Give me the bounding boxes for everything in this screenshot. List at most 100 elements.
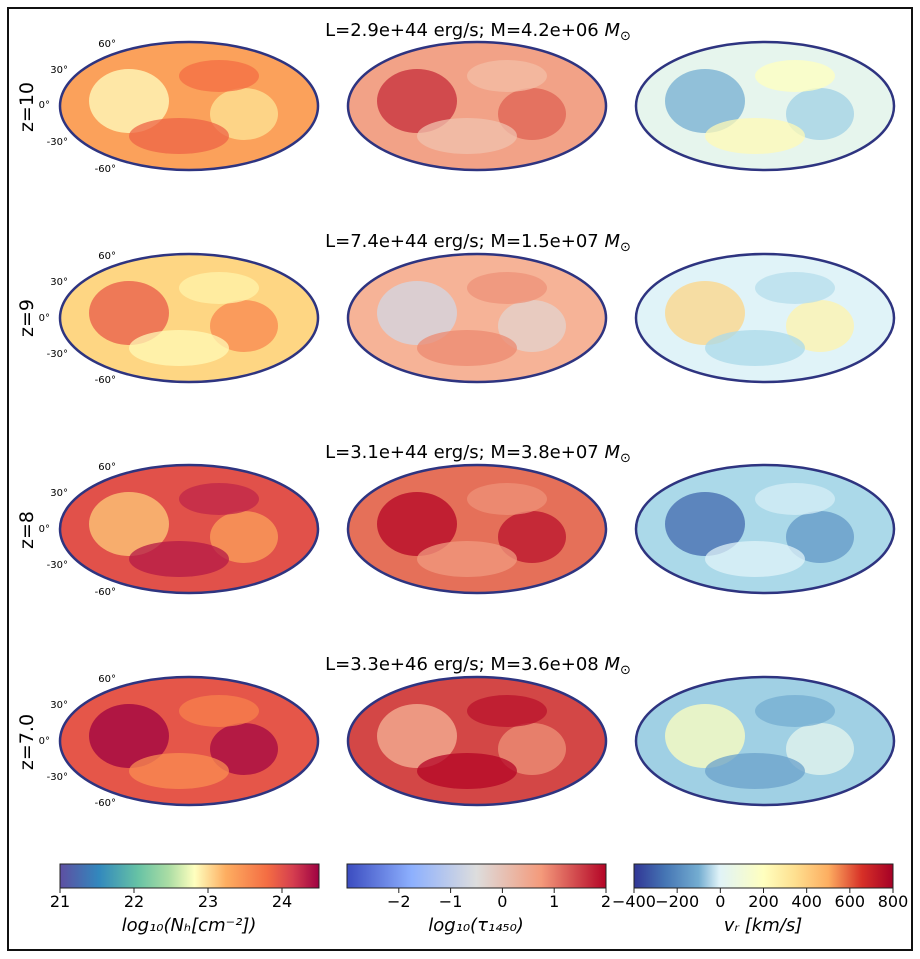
sky-map-tau-row-1 (348, 254, 606, 382)
colorbar-tick-label: 23 (198, 892, 218, 911)
map-feature (665, 69, 745, 133)
lat-tick: 0° (39, 524, 50, 535)
colorbar-tick-label: 2 (601, 892, 611, 911)
map-feature (210, 511, 278, 563)
sky-map-nh-row-1 (60, 254, 318, 382)
lat-tick: -60° (95, 587, 116, 598)
map-feature (467, 483, 547, 515)
map-feature (417, 753, 517, 789)
map-feature (377, 69, 457, 133)
map-feature (498, 300, 566, 352)
map-feature (467, 60, 547, 92)
lat-tick: -60° (95, 798, 116, 809)
lat-ticks-row-2: 60° 30° 0° -30° -60° (39, 462, 116, 598)
row-title-1: L=7.4e+44 erg/s; M=1.5e+07 M⊙ (325, 231, 631, 255)
colorbar-tick-label: 21 (50, 892, 70, 911)
map-feature (179, 695, 259, 727)
map-feature (786, 511, 854, 563)
lat-tick: 60° (98, 674, 116, 685)
map-feature (179, 272, 259, 304)
sky-map-nh-row-3 (60, 677, 318, 805)
row-title-2: L=3.1e+44 erg/s; M=3.8e+07 M⊙ (325, 442, 631, 466)
map-feature (129, 118, 229, 154)
lat-tick: 60° (98, 462, 116, 473)
lat-tick: 60° (98, 39, 116, 50)
redshift-label-3: z=7.0 (16, 714, 38, 770)
map-boundary (58, 463, 320, 595)
colorbar-tick-label: 0 (497, 892, 507, 911)
row-title-0: L=2.9e+44 erg/s; M=4.2e+06 M⊙ (325, 20, 631, 44)
map-feature (705, 330, 805, 366)
map-boundary (58, 40, 320, 172)
map-feature (705, 753, 805, 789)
lat-tick: -30° (47, 772, 68, 783)
map-boundary (346, 675, 608, 807)
lat-tick: 0° (39, 313, 50, 324)
map-feature (377, 492, 457, 556)
map-feature (129, 541, 229, 577)
colorbar-tick-label: 0 (715, 892, 725, 911)
map-boundary (346, 252, 608, 384)
colorbar-tick-label: 22 (124, 892, 144, 911)
map-feature (755, 483, 835, 515)
colorbar-tick-label: 1 (549, 892, 559, 911)
map-boundary (634, 40, 896, 172)
redshift-label-1: z=9 (16, 299, 38, 337)
lat-ticks-row-3: 60° 30° 0° -30° -60° (39, 674, 116, 809)
colorbar-vr-ticks: −400 −200 0 200 400 600 800 (612, 888, 908, 911)
map-feature (755, 272, 835, 304)
map-feature (498, 511, 566, 563)
lat-tick: -60° (95, 375, 116, 386)
lat-tick: 30° (50, 65, 68, 76)
map-feature (377, 704, 457, 768)
map-feature (498, 723, 566, 775)
colorbar-tau-ticks: −2 −1 0 1 2 (387, 888, 611, 911)
sky-map-vr-row-2 (636, 465, 894, 593)
map-feature (89, 281, 169, 345)
sky-map-tau-row-0 (348, 42, 606, 170)
lat-ticks-row-0: 60° 30° 0° -30° -60° (39, 39, 116, 175)
colorbar-nh: 21 22 23 24 log₁₀(Nₕ[cm⁻²]) (50, 863, 320, 936)
map-feature (179, 60, 259, 92)
colorbar-tick-label: 400 (791, 892, 822, 911)
colorbar-tick-label: 200 (748, 892, 779, 911)
lat-tick: 30° (50, 277, 68, 288)
map-boundary (346, 40, 608, 172)
sky-map-vr-row-1 (636, 254, 894, 382)
map-feature (89, 704, 169, 768)
colorbar-tick-label: 24 (272, 892, 292, 911)
map-feature (210, 300, 278, 352)
map-feature (89, 69, 169, 133)
map-feature (179, 483, 259, 515)
map-boundary (58, 675, 320, 807)
sky-map-vr-row-0 (636, 42, 894, 170)
map-feature (210, 723, 278, 775)
lat-tick: -30° (47, 137, 68, 148)
sky-maps (58, 40, 896, 807)
colorbar-tick-label: −200 (655, 892, 699, 911)
lat-tick: -30° (47, 349, 68, 360)
map-feature (786, 88, 854, 140)
map-feature (129, 330, 229, 366)
colorbar-nh-bar (59, 863, 320, 889)
lat-tick: 30° (50, 488, 68, 499)
map-feature (665, 281, 745, 345)
colorbar-tick-label: −2 (387, 892, 411, 911)
lat-tick: 30° (50, 700, 68, 711)
map-boundary (634, 463, 896, 595)
lat-tick: -30° (47, 560, 68, 571)
map-feature (89, 492, 169, 556)
sky-map-tau-row-3 (348, 677, 606, 805)
map-feature (665, 704, 745, 768)
colorbar-nh-label: log₁₀(Nₕ[cm⁻²]) (122, 915, 257, 936)
map-feature (755, 60, 835, 92)
colorbar-vr: −400 −200 0 200 400 600 800 vᵣ [km/s] (612, 863, 908, 936)
redshift-label-2: z=8 (16, 511, 38, 549)
colorbar-vr-label: vᵣ [km/s] (724, 915, 802, 936)
map-feature (210, 88, 278, 140)
sky-map-nh-row-0 (60, 42, 318, 170)
map-feature (417, 118, 517, 154)
map-feature (665, 492, 745, 556)
map-boundary (346, 463, 608, 595)
